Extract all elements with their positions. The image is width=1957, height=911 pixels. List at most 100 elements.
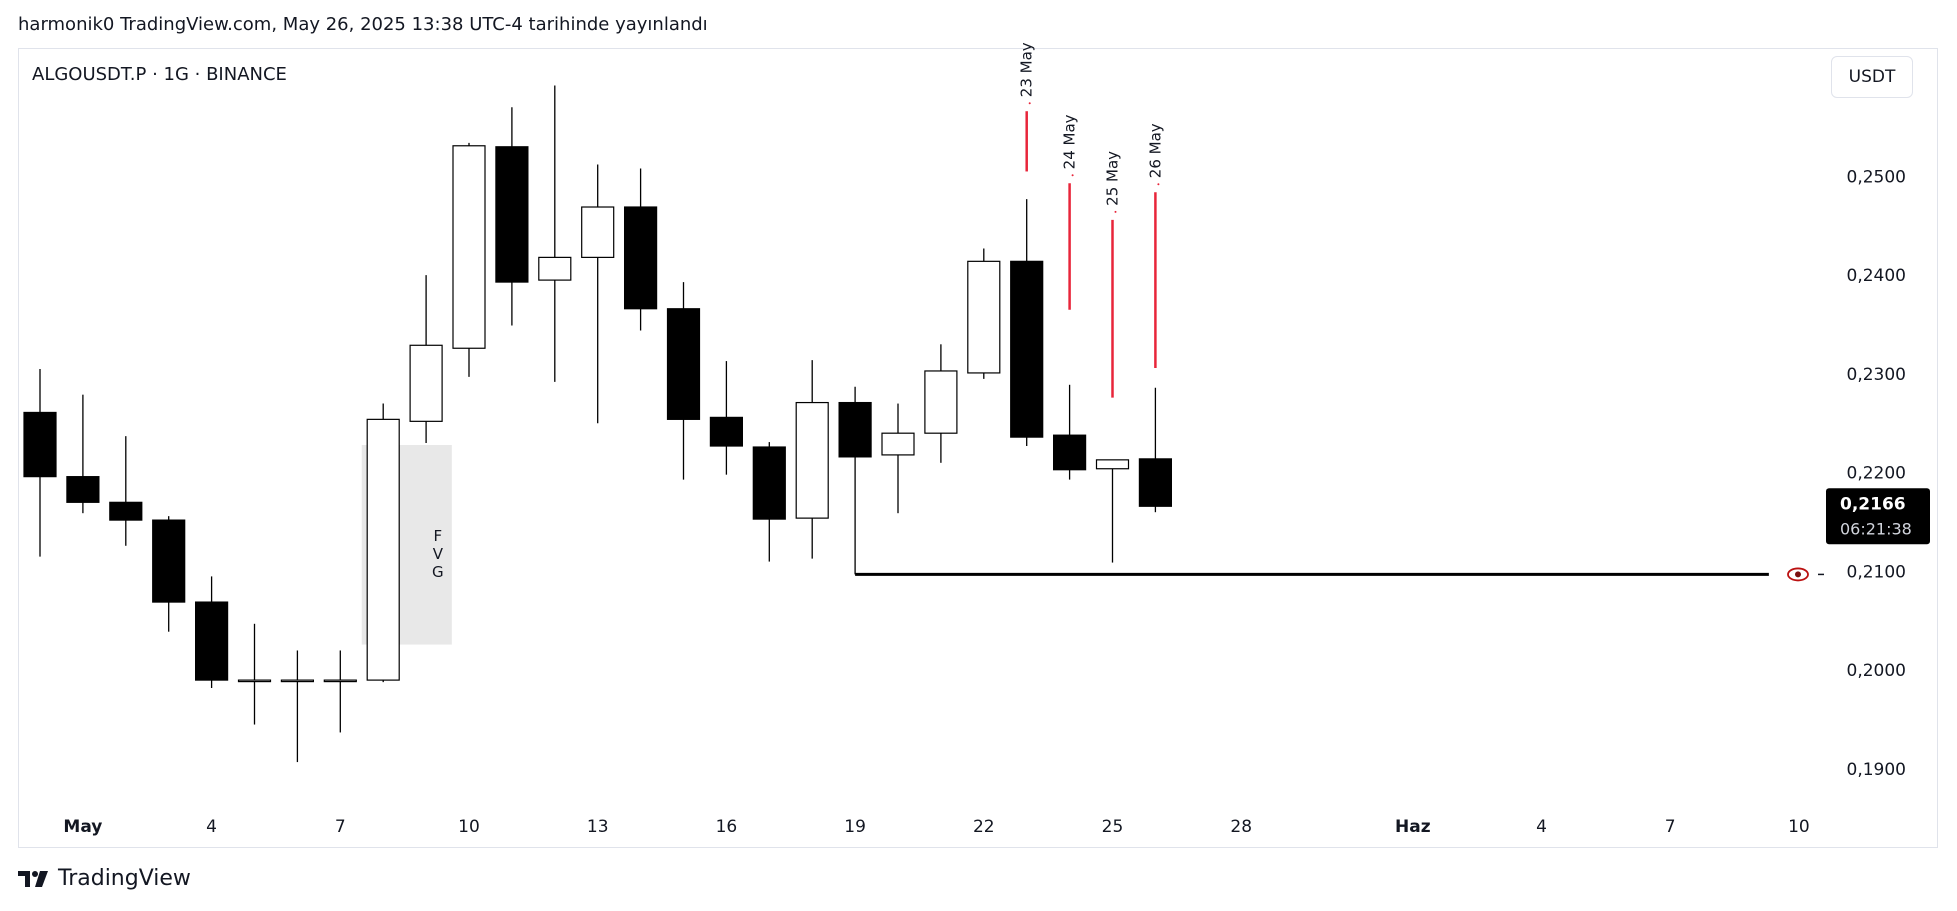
date-marker-dot — [1114, 210, 1117, 213]
date-marker-label: 25 May — [1104, 151, 1122, 206]
eye-icon — [1787, 567, 1809, 582]
candle-body — [409, 344, 443, 422]
candle-body — [152, 519, 186, 603]
candle — [1010, 199, 1044, 447]
candle — [838, 386, 872, 575]
candle-body — [838, 401, 872, 458]
candle — [623, 168, 658, 331]
candle — [280, 650, 314, 763]
time-tick-label: 16 — [716, 817, 738, 837]
candle — [967, 248, 1001, 379]
tradingview-logo-icon — [18, 870, 48, 887]
candle — [109, 436, 143, 546]
time-tick-label: 7 — [1665, 817, 1676, 837]
candle — [237, 623, 272, 725]
candle — [23, 368, 57, 557]
time-tick-label: Haz — [1395, 817, 1431, 837]
time-tick-label: 19 — [844, 817, 866, 837]
time-tick-label: May — [63, 817, 102, 837]
candle-body — [538, 256, 572, 281]
candle-body — [23, 411, 57, 478]
candle-body — [795, 401, 829, 519]
candle — [795, 360, 829, 559]
candle-body — [1095, 459, 1130, 470]
candle — [452, 142, 486, 377]
price-axis[interactable]: 0,26000,25000,24000,23000,22000,21000,20… — [1787, 69, 1906, 780]
candle — [1095, 459, 1130, 563]
candle — [1138, 387, 1173, 513]
price-tick-label: 0,2500 — [1847, 167, 1906, 187]
candle — [1052, 384, 1087, 480]
candle — [323, 650, 357, 733]
time-axis[interactable]: May 4 7 10 13 16 19 22 25 28 Haz 4 7 10 — [63, 817, 1809, 837]
candle-body — [623, 206, 658, 310]
last-price-value: 0,2166 — [1840, 494, 1906, 514]
date-marker-label: 26 May — [1146, 123, 1164, 178]
date-marker-label: 24 May — [1061, 114, 1079, 169]
time-tick-label: 25 — [1102, 817, 1124, 837]
date-marker-dot — [1071, 174, 1074, 177]
candle-body — [452, 145, 486, 349]
price-tick-label: 0,2000 — [1847, 661, 1906, 681]
symbol-title: ALGOUSDT.P · 1G · BINANCE — [32, 64, 287, 85]
date-markers-layer: 23 May 24 May 25 May 26 May — [1018, 42, 1164, 398]
candle-body — [237, 679, 272, 683]
time-tick-label: 28 — [1230, 817, 1252, 837]
candle — [581, 164, 615, 424]
time-tick-label: 13 — [587, 817, 609, 837]
last-price-badge — [1826, 488, 1930, 545]
date-marker-dot — [1028, 102, 1031, 105]
candle — [924, 344, 958, 463]
price-tick-label: 0,2200 — [1847, 464, 1906, 484]
candle-body — [709, 416, 744, 447]
candle — [66, 394, 100, 514]
time-tick-label: 4 — [206, 817, 217, 837]
candle-body — [323, 679, 357, 683]
footer-brand[interactable]: TradingView — [18, 866, 191, 891]
candle — [152, 516, 186, 632]
fvg-label-letter: V — [433, 545, 444, 563]
candle — [495, 107, 529, 326]
footer-brand-label: TradingView — [58, 866, 191, 891]
candle — [409, 275, 443, 444]
chart-frame[interactable] — [18, 48, 1938, 848]
last-price-layer: 0,2166 06:21:38 — [1826, 488, 1930, 545]
candle-body — [1052, 434, 1087, 471]
candle — [195, 576, 229, 688]
candle-body — [280, 679, 314, 683]
price-tick-label: 0,2100 — [1847, 562, 1906, 582]
candle-body — [666, 308, 701, 420]
time-tick-label: 10 — [458, 817, 480, 837]
candle-body — [967, 260, 1001, 374]
candle — [666, 282, 701, 480]
candle-body — [924, 370, 958, 434]
time-tick-label: 7 — [335, 817, 346, 837]
candle-body — [109, 501, 143, 521]
time-tick-label: 22 — [973, 817, 995, 837]
candles-layer — [23, 85, 1173, 763]
candle-body — [1010, 260, 1044, 438]
price-tick-label: 0,2300 — [1847, 365, 1906, 385]
time-tick-label: 10 — [1788, 817, 1810, 837]
candle — [752, 442, 786, 562]
candle — [366, 403, 400, 683]
eye-icon-pupil — [1795, 571, 1801, 578]
date-marker-dot — [1157, 183, 1160, 186]
candle-body — [195, 601, 229, 681]
published-by-text: harmonik0 TradingView.com, May 26, 2025 … — [18, 14, 708, 35]
date-marker-label: 23 May — [1018, 42, 1036, 97]
candle-body — [1138, 458, 1173, 507]
currency-button[interactable]: USDT — [1831, 56, 1913, 98]
candle-body — [581, 206, 615, 258]
price-tick-label: 0,2400 — [1847, 266, 1906, 286]
price-tick-label: 0,1900 — [1847, 760, 1906, 780]
candle — [709, 361, 744, 475]
fvg-label-letter: G — [432, 563, 444, 581]
candle — [538, 85, 572, 382]
candle-body — [66, 476, 100, 503]
candle-body — [495, 146, 529, 283]
candle-body — [752, 446, 786, 520]
time-tick-label: 4 — [1536, 817, 1547, 837]
last-price-countdown: 06:21:38 — [1840, 519, 1912, 538]
